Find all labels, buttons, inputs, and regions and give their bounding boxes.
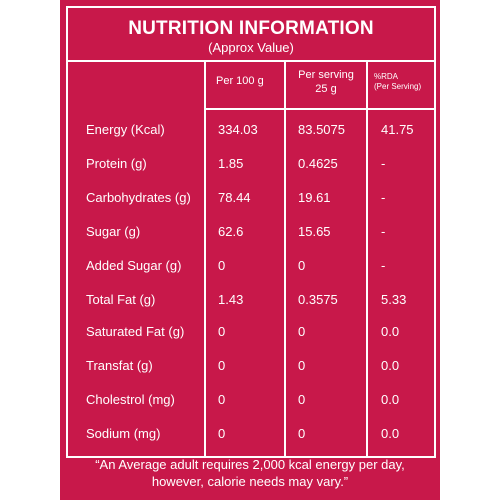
value-per-100g: 0 <box>218 358 226 373</box>
nutrient-name: Sugar (g) <box>86 224 141 239</box>
value-per-serving: 0 <box>298 324 306 339</box>
value-per-serving: 0 <box>298 258 306 273</box>
value-per-100g: 1.85 <box>218 156 244 171</box>
value-rda: - <box>381 190 386 205</box>
value-per-100g: 0 <box>218 258 226 273</box>
value-per-serving: 0.4625 <box>298 156 338 171</box>
nutrient-name: Energy (Kcal) <box>86 122 165 137</box>
value-rda: 0.0 <box>381 358 400 373</box>
table-row: Energy (Kcal) 334.03 83.5075 41.75 <box>68 120 434 140</box>
nutrient-name: Added Sugar (g) <box>86 258 182 273</box>
value-rda: 41.75 <box>381 122 414 137</box>
value-per-serving: 19.61 <box>298 190 331 205</box>
column-header-per-100g: Per 100 g <box>216 74 264 88</box>
value-per-100g: 78.44 <box>218 190 251 205</box>
value-rda: - <box>381 224 386 239</box>
table-header: NUTRITION INFORMATION (Approx Value) <box>68 8 434 62</box>
value-per-100g: 0 <box>218 324 226 339</box>
value-per-100g: 62.6 <box>218 224 244 239</box>
nutrition-panel: NUTRITION INFORMATION (Approx Value) Per… <box>60 0 440 500</box>
column-header-label: %RDA <box>374 72 399 81</box>
value-rda: 0.0 <box>381 324 400 339</box>
value-per-serving: 83.5075 <box>298 122 345 137</box>
value-per-serving: 0 <box>298 392 306 407</box>
table-row: Saturated Fat (g) 0 0 0.0 <box>68 322 434 342</box>
value-per-serving: 0 <box>298 426 306 441</box>
value-per-serving: 0.3575 <box>298 292 338 307</box>
value-per-serving: 0 <box>298 358 306 373</box>
value-rda: - <box>381 156 386 171</box>
column-header-label: Per serving <box>298 69 354 81</box>
table-row: Protein (g) 1.85 0.4625 - <box>68 154 434 174</box>
footnote: “An Average adult requires 2,000 kcal en… <box>60 456 440 490</box>
column-header-label: Per 100 g <box>216 75 264 87</box>
column-divider <box>284 62 286 456</box>
nutrient-name: Cholestrol (mg) <box>86 392 175 407</box>
footnote-line: however, calorie needs may vary.” <box>151 474 349 489</box>
column-header-per-serving: Per serving 25 g <box>294 68 358 96</box>
nutrient-name: Saturated Fat (g) <box>86 324 185 339</box>
column-divider <box>366 62 368 456</box>
value-rda: 0.0 <box>381 392 400 407</box>
column-divider <box>204 62 206 456</box>
table-row: Transfat (g) 0 0 0.0 <box>68 356 434 376</box>
value-per-serving: 15.65 <box>298 224 331 239</box>
value-per-100g: 0 <box>218 392 226 407</box>
column-header-rda: %RDA (Per Serving) <box>374 72 421 92</box>
nutrient-name: Protein (g) <box>86 156 147 171</box>
table-row: Total Fat (g) 1.43 0.3575 5.33 <box>68 290 434 310</box>
table-row: Added Sugar (g) 0 0 - <box>68 256 434 276</box>
column-header-label: (Per Serving) <box>374 82 422 91</box>
table-subtitle: (Approx Value) <box>208 40 294 55</box>
value-rda: 0.0 <box>381 426 400 441</box>
footnote-line: “An Average adult requires 2,000 kcal en… <box>95 457 405 472</box>
value-per-100g: 1.43 <box>218 292 244 307</box>
nutrition-table: NUTRITION INFORMATION (Approx Value) Per… <box>66 6 436 458</box>
nutrient-name: Total Fat (g) <box>86 292 156 307</box>
table-row: Carbohydrates (g) 78.44 19.61 - <box>68 188 434 208</box>
column-header-label: 25 g <box>315 83 337 95</box>
value-per-100g: 0 <box>218 426 226 441</box>
value-per-100g: 334.03 <box>218 122 258 137</box>
nutrient-name: Carbohydrates (g) <box>86 190 191 205</box>
column-header-divider <box>206 108 434 110</box>
value-rda: 5.33 <box>381 292 407 307</box>
table-title: NUTRITION INFORMATION <box>128 18 374 39</box>
table-row: Sodium (mg) 0 0 0.0 <box>68 424 434 444</box>
value-rda: - <box>381 258 386 273</box>
table-row: Cholestrol (mg) 0 0 0.0 <box>68 390 434 410</box>
nutrient-name: Sodium (mg) <box>86 426 161 441</box>
table-row: Sugar (g) 62.6 15.65 - <box>68 222 434 242</box>
nutrient-name: Transfat (g) <box>86 358 153 373</box>
